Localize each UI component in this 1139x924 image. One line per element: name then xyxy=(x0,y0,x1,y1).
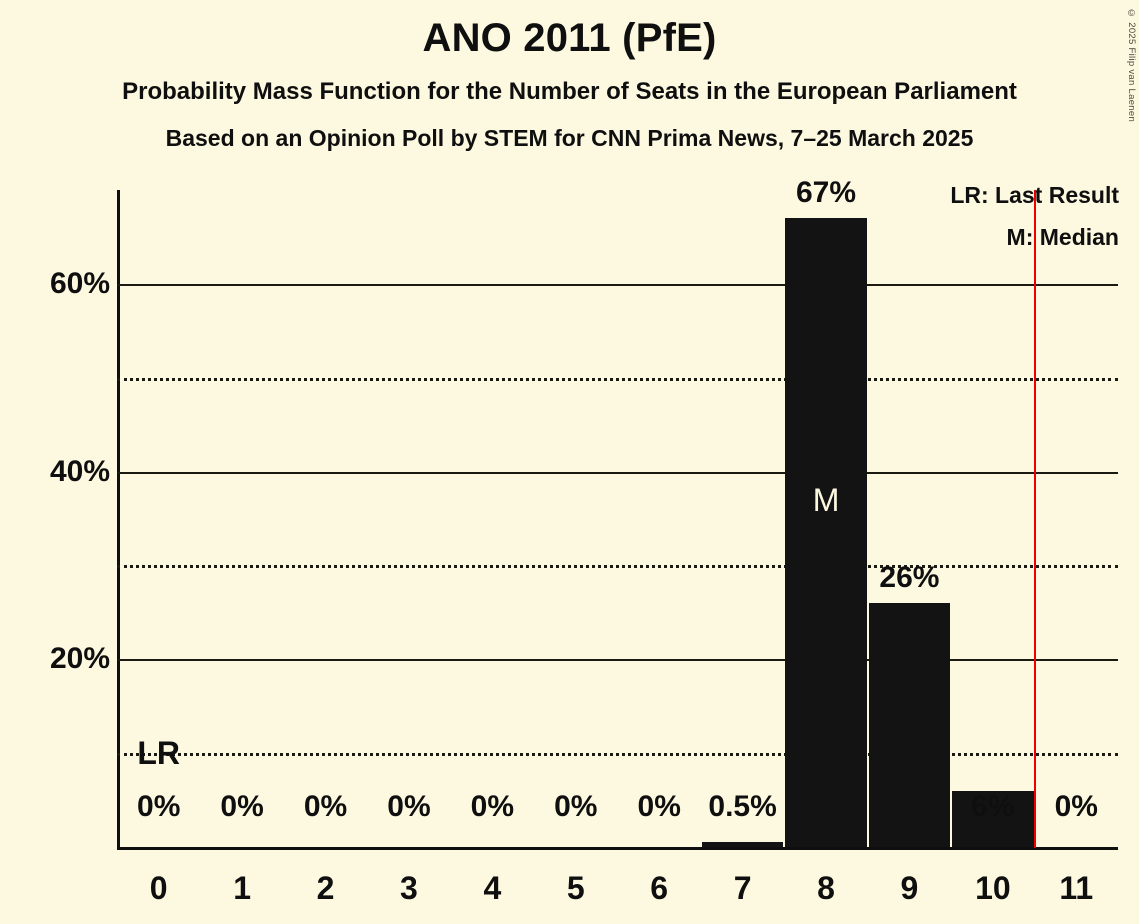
x-axis-tick-label-10: 10 xyxy=(975,870,1011,906)
last-result-marker: LR xyxy=(137,735,181,772)
bar-seat-10 xyxy=(952,790,1034,847)
plot-area xyxy=(117,190,1118,848)
x-axis-tick-label-5: 5 xyxy=(566,870,585,906)
bar-seat-7 xyxy=(701,842,784,847)
y-axis-tick-label: 20% xyxy=(49,642,110,676)
bar-value-label-4: 0% xyxy=(470,790,515,823)
bar-value-label-3: 0% xyxy=(387,790,431,823)
x-axis-tick-label-3: 3 xyxy=(400,870,418,906)
bar-value-label-5: 0% xyxy=(554,790,598,823)
median-vertical-line xyxy=(1033,190,1036,848)
bar-value-label-2: 0% xyxy=(303,790,348,823)
bar-value-label-0: 0% xyxy=(137,790,181,823)
chart-subtitle: Probability Mass Function for the Number… xyxy=(122,78,1017,105)
bar-value-label-10: 6% xyxy=(971,790,1015,823)
x-axis-tick-label-9: 9 xyxy=(900,870,919,906)
copyright-notice: © 2025 Filip van Laenen xyxy=(1126,8,1137,123)
gridline-dotted xyxy=(117,753,1118,757)
gridline-solid xyxy=(117,471,1118,474)
x-axis-tick-label-4: 4 xyxy=(483,870,502,906)
x-axis-tick-label-2: 2 xyxy=(316,870,335,906)
y-axis-tick-label: 60% xyxy=(49,266,110,300)
median-marker: M xyxy=(812,481,840,518)
bar-value-label-6: 0% xyxy=(637,790,681,823)
bar-seat-9 xyxy=(868,602,951,847)
bar-value-label-11: 0% xyxy=(1054,790,1098,823)
gridline-solid xyxy=(117,659,1118,662)
bar-value-label-7: 0.5% xyxy=(708,790,777,823)
x-axis xyxy=(117,847,1118,850)
x-axis-tick-label-8: 8 xyxy=(817,870,835,906)
x-axis-tick-label-11: 11 xyxy=(1059,870,1094,906)
gridline-dotted xyxy=(117,377,1118,381)
chart-source-line: Based on an Opinion Poll by STEM for CNN… xyxy=(165,125,974,151)
gridline-solid xyxy=(117,283,1118,286)
y-axis-tick-label: 40% xyxy=(49,454,110,488)
x-axis-tick-label-1: 1 xyxy=(233,870,251,906)
x-axis-tick-label-6: 6 xyxy=(650,870,669,906)
chart-header: ANO 2011 (PfE) Probability Mass Function… xyxy=(0,0,1139,150)
bar-value-label-1: 0% xyxy=(220,790,264,823)
page-title: ANO 2011 (PfE) xyxy=(422,16,717,60)
bar-value-label-9: 26% xyxy=(879,560,940,594)
y-axis xyxy=(117,190,120,850)
gridline-dotted xyxy=(117,565,1118,569)
x-axis-tick-label-0: 0 xyxy=(149,870,168,906)
bar-value-label-8: 67% xyxy=(796,176,857,210)
x-axis-tick-label-7: 7 xyxy=(733,870,752,906)
bar-seat-8 xyxy=(785,218,867,847)
